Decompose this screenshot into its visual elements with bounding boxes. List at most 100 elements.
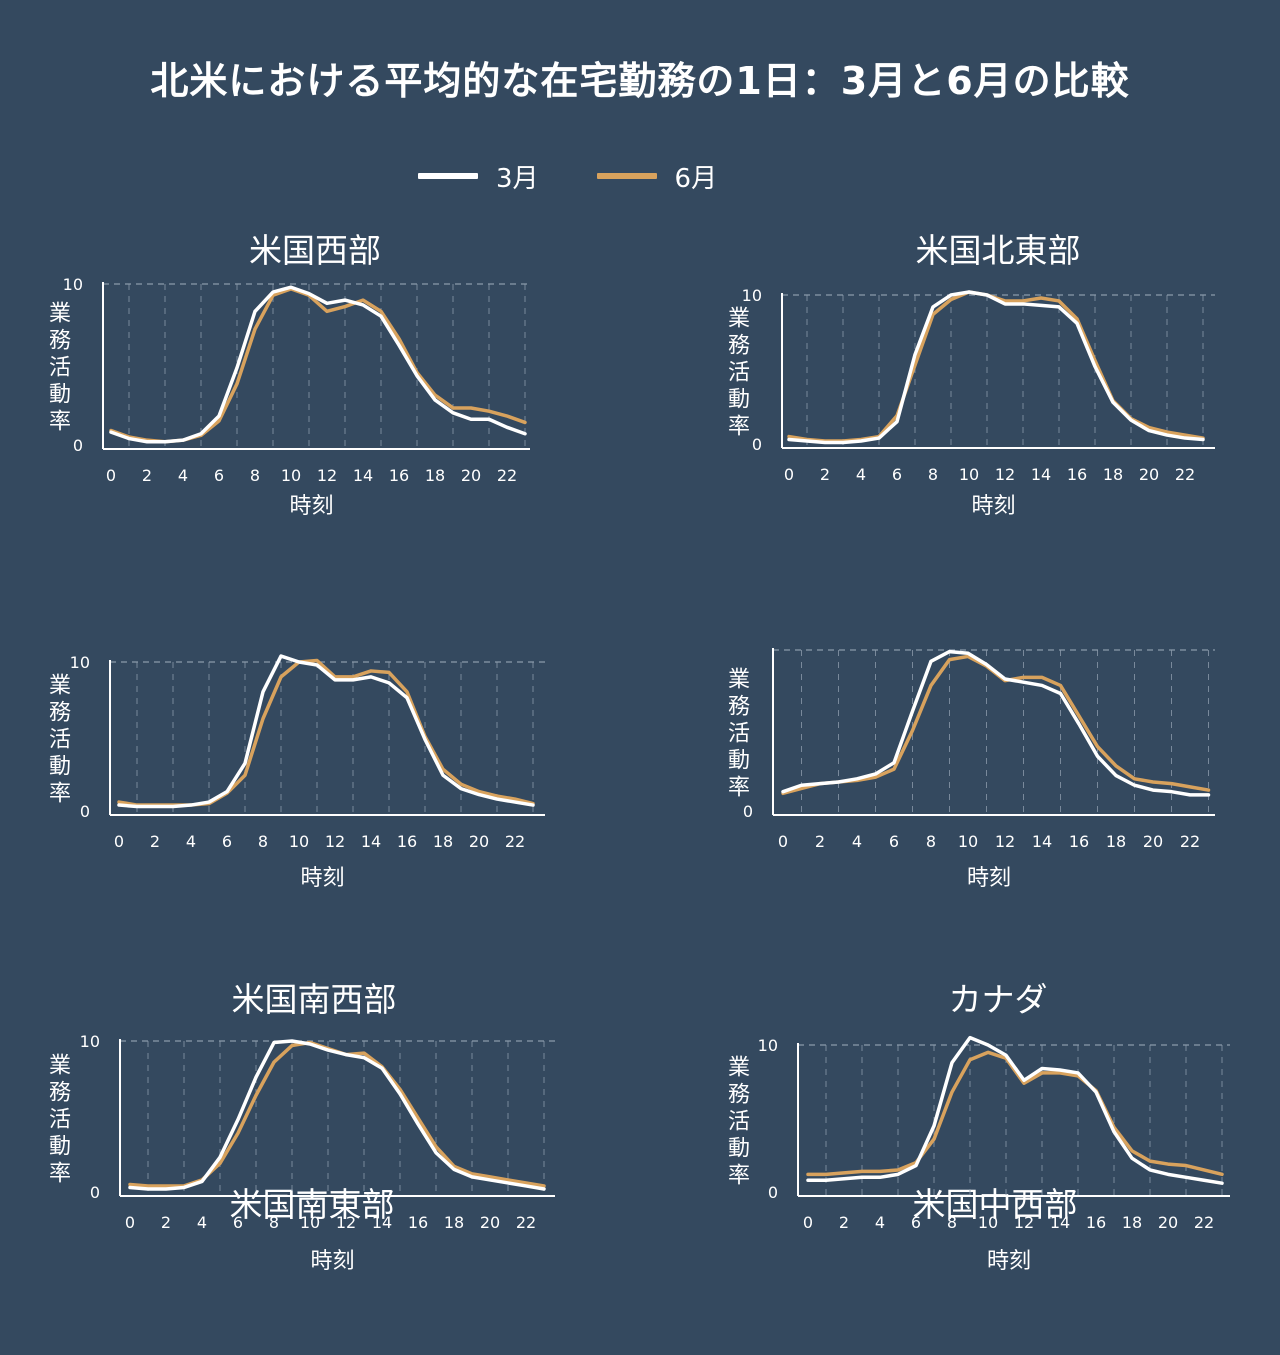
chart-main-title: 北米における平均的な在宅勤務の1日：3月と6月の比較 xyxy=(150,59,1130,103)
y-tick-label: 0 xyxy=(73,436,83,455)
panel-title: 米国西部 xyxy=(249,231,381,270)
x-tick-label: 12 xyxy=(317,466,337,485)
y-axis-title: 業務活動率 xyxy=(728,307,750,440)
panel-title: 米国南東部 xyxy=(230,1185,395,1224)
x-tick-label: 20 xyxy=(1139,465,1159,484)
y-tick-label: 10 xyxy=(70,653,90,672)
legend-swatch-march xyxy=(418,173,478,179)
y-axis-title: 業務活動率 xyxy=(728,668,750,801)
x-tick-label: 10 xyxy=(978,1213,998,1232)
x-tick-label: 12 xyxy=(1014,1213,1034,1232)
series-line-march xyxy=(128,1039,546,1191)
x-tick-label: 18 xyxy=(444,1213,464,1232)
series-line-march xyxy=(781,649,1211,797)
series-line-june xyxy=(787,290,1205,443)
series-line-march xyxy=(109,285,527,444)
x-tick-label: 0 xyxy=(114,832,124,851)
x-tick-label: 14 xyxy=(1031,465,1051,484)
x-tick-label: 8 xyxy=(926,832,936,851)
x-axis-title: 時刻 xyxy=(967,866,1011,891)
series-line-march xyxy=(806,1035,1224,1185)
x-tick-label: 2 xyxy=(820,465,830,484)
x-tick-label: 4 xyxy=(178,466,188,485)
x-tick-label: 0 xyxy=(125,1213,135,1232)
legend-swatch-june xyxy=(596,173,657,179)
x-tick-label: 22 xyxy=(497,466,517,485)
x-tick-label: 14 xyxy=(1050,1213,1070,1232)
series-line-june xyxy=(781,654,1211,796)
y-tick-label: 10 xyxy=(80,1032,100,1051)
x-tick-label: 6 xyxy=(889,832,899,851)
x-tick-label: 20 xyxy=(461,466,481,485)
panel-title: 米国中西部 xyxy=(913,1185,1078,1224)
x-tick-label: 22 xyxy=(1180,832,1200,851)
x-tick-label: 20 xyxy=(469,832,489,851)
x-tick-label: 2 xyxy=(161,1213,171,1232)
x-tick-label: 18 xyxy=(425,466,445,485)
x-tick-label: 6 xyxy=(892,465,902,484)
y-axis-title: 業務活動率 xyxy=(49,1054,71,1187)
x-tick-label: 16 xyxy=(1069,832,1089,851)
series-line-june xyxy=(117,658,535,807)
x-tick-label: 8 xyxy=(928,465,938,484)
x-tick-label: 22 xyxy=(1175,465,1195,484)
x-tick-label: 10 xyxy=(959,465,979,484)
legend-label-march: 3月 xyxy=(496,163,539,194)
x-tick-label: 8 xyxy=(947,1213,957,1232)
y-axis-title: 業務活動率 xyxy=(49,302,71,435)
x-tick-label: 6 xyxy=(233,1213,243,1232)
x-tick-label: 10 xyxy=(300,1213,320,1232)
x-tick-label: 2 xyxy=(150,832,160,851)
x-tick-label: 2 xyxy=(142,466,152,485)
x-tick-label: 16 xyxy=(389,466,409,485)
x-tick-label: 22 xyxy=(1194,1213,1214,1232)
x-tick-label: 2 xyxy=(815,832,825,851)
x-tick-label: 14 xyxy=(361,832,381,851)
x-tick-label: 18 xyxy=(1122,1213,1142,1232)
chart-panel-canada: カナダ 0 2 4 6 8 10 12 14 16 18 20 22 0 10 業務活動率 時刻 xyxy=(640,975,1280,1355)
x-tick-label: 12 xyxy=(995,832,1015,851)
x-tick-label: 16 xyxy=(1067,465,1087,484)
x-tick-label: 2 xyxy=(839,1213,849,1232)
x-tick-label: 12 xyxy=(325,832,345,851)
chart-panel-us-southeast: 米国南東部 0 2 4 6 8 10 12 14 16 18 20 22 0 10 業務活動率 時刻 xyxy=(0,590,640,1224)
x-tick-label: 8 xyxy=(269,1213,279,1232)
x-tick-label: 20 xyxy=(1143,832,1163,851)
y-tick-label: 0 xyxy=(80,802,90,821)
x-tick-label: 6 xyxy=(911,1213,921,1232)
legend-item-june: 6月 xyxy=(596,158,718,195)
x-axis-title: 時刻 xyxy=(310,1249,354,1274)
x-tick-label: 12 xyxy=(336,1213,356,1232)
x-tick-label: 20 xyxy=(1158,1213,1178,1232)
x-tick-label: 0 xyxy=(778,832,788,851)
x-tick-label: 22 xyxy=(505,832,525,851)
x-tick-label: 4 xyxy=(875,1213,885,1232)
x-axis-title: 時刻 xyxy=(971,494,1015,519)
x-tick-label: 10 xyxy=(281,466,301,485)
x-tick-label: 0 xyxy=(106,466,116,485)
series-line-march xyxy=(117,654,535,809)
y-tick-label: 0 xyxy=(743,802,753,821)
chart-panel-us-southwest: 米国南西部 0 2 4 6 8 10 12 14 16 18 20 22 0 10 業務活動率 時刻 xyxy=(0,975,640,1355)
y-tick-label: 0 xyxy=(768,1183,778,1202)
x-tick-label: 6 xyxy=(214,466,224,485)
x-axis-title: 時刻 xyxy=(289,494,333,519)
x-tick-label: 18 xyxy=(1103,465,1123,484)
legend: 3月 6月 xyxy=(418,158,775,194)
x-tick-label: 8 xyxy=(250,466,260,485)
x-tick-label: 4 xyxy=(197,1213,207,1232)
x-tick-label: 14 xyxy=(1032,832,1052,851)
panel-title: カナダ xyxy=(949,980,1048,1019)
chart-panel-us-midwest: 米国中西部 0 2 4 6 8 10 12 14 16 18 20 22 0 業務活動率 時刻 xyxy=(640,590,1280,1224)
chart-panel-us-northeast: 米国北東部 0 2 4 6 8 10 12 14 16 18 20 22 0 10 業務活動率 時刻 xyxy=(640,220,1280,600)
x-tick-label: 6 xyxy=(222,832,232,851)
x-tick-label: 16 xyxy=(397,832,417,851)
x-tick-label: 0 xyxy=(803,1213,813,1232)
series-line-june xyxy=(109,287,527,444)
legend-label-june: 6月 xyxy=(674,163,718,194)
panel-title: 米国北東部 xyxy=(916,231,1081,270)
